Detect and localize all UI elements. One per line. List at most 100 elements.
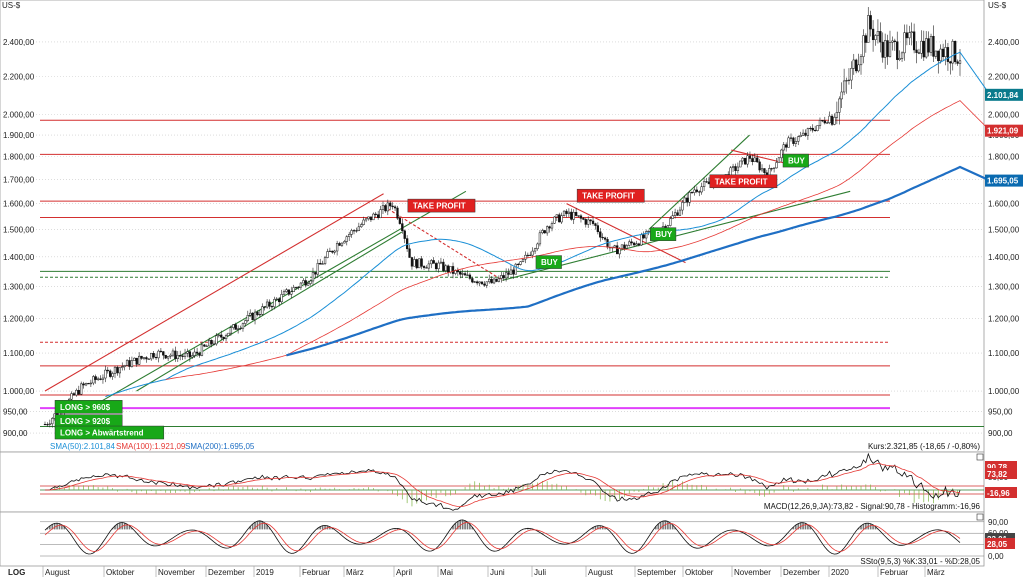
candle-body xyxy=(239,327,242,330)
candle-body xyxy=(736,166,740,171)
price-tick-label-left: 2.400,00 xyxy=(3,38,35,47)
candle-body xyxy=(471,278,474,283)
price-tick-label-right: 1.000,00 xyxy=(988,387,1020,396)
candle-body xyxy=(434,263,438,270)
candle-body xyxy=(821,120,824,122)
price-tick-label-right: 900,00 xyxy=(988,429,1013,438)
candle-body xyxy=(683,197,686,203)
candle-body xyxy=(210,339,213,345)
candle-body xyxy=(707,181,711,185)
candle-body xyxy=(193,351,196,356)
candle-body xyxy=(939,48,942,62)
candle-body xyxy=(171,350,175,356)
signal-box xyxy=(709,174,778,189)
candle-body xyxy=(548,226,551,229)
price-tick-label-left: 1.400,00 xyxy=(3,253,35,262)
candle-body xyxy=(495,278,498,282)
candle-body xyxy=(386,202,389,212)
price-badge-label: 1.921,09 xyxy=(987,127,1019,136)
stochastic-close-icon[interactable] xyxy=(976,513,984,521)
candle-body xyxy=(485,281,488,286)
candle-body xyxy=(369,216,373,221)
candle-body xyxy=(908,32,911,39)
candle-body xyxy=(319,262,322,265)
candle-body xyxy=(104,369,107,379)
time-tick-label: Juli xyxy=(534,568,546,577)
candle-body xyxy=(787,137,790,148)
candle-body xyxy=(635,243,638,246)
candle-body xyxy=(280,294,283,303)
take-profit-signal[interactable]: TAKE PROFIT xyxy=(576,188,645,203)
macd-badge-box xyxy=(985,468,1017,479)
macd-badge-box xyxy=(985,487,1017,498)
signal-label: TAKE PROFIT xyxy=(413,202,466,211)
candle-body xyxy=(809,127,812,130)
candle-body xyxy=(799,135,802,137)
candle-body xyxy=(164,354,167,359)
candle-body xyxy=(507,272,510,275)
candle-body xyxy=(236,328,240,330)
candle-body xyxy=(823,120,826,124)
macd-badge: 73,82 xyxy=(985,468,1017,479)
candle-body xyxy=(89,382,93,385)
candle-body xyxy=(579,215,583,219)
candle-body xyxy=(751,158,754,162)
candle-body xyxy=(316,262,319,275)
candle-body xyxy=(84,383,88,386)
candle-body xyxy=(442,261,445,271)
candle-body xyxy=(208,339,211,347)
candle-body xyxy=(806,128,810,136)
macd-close-icon[interactable] xyxy=(976,453,984,461)
candle-body xyxy=(256,311,259,316)
macd-badge-label: 90,78 xyxy=(987,463,1008,472)
buy-signal[interactable]: BUY xyxy=(535,255,562,269)
candle-body xyxy=(217,334,220,337)
candle-body xyxy=(51,418,54,425)
candle-body xyxy=(681,202,684,211)
candle-body xyxy=(686,197,689,203)
candle-body xyxy=(176,355,179,359)
candle-body xyxy=(268,301,271,307)
time-tick-label: Dezember xyxy=(208,568,245,577)
candle-body xyxy=(519,261,522,265)
trend-line xyxy=(566,203,686,264)
candle-body xyxy=(671,215,674,219)
candle-body xyxy=(833,117,836,125)
candle-body xyxy=(430,260,433,265)
candle-body xyxy=(138,355,141,365)
buy-signal[interactable]: BUY xyxy=(650,227,677,241)
candle-body xyxy=(343,241,346,244)
candle-body xyxy=(731,166,735,169)
candle-body xyxy=(113,366,117,374)
candle-body xyxy=(166,355,170,359)
candle-body xyxy=(338,243,341,246)
candle-body xyxy=(521,259,525,262)
candle-body xyxy=(466,274,469,276)
buy-signal[interactable]: LONG > Abwärtstrend xyxy=(54,425,165,440)
candle-body xyxy=(70,393,73,400)
buy-signal[interactable]: LONG > 920$ xyxy=(54,414,123,428)
candle-body xyxy=(743,157,747,165)
price-badge-label: 1.695,05 xyxy=(987,177,1019,186)
price-tick-label-right: 950,00 xyxy=(988,407,1013,416)
buy-signal[interactable]: LONG > 960$ xyxy=(54,400,123,414)
candle-body xyxy=(797,136,800,142)
price-badge: 1.695,05 xyxy=(985,174,1023,187)
price-tick-label-right: 1.500,00 xyxy=(988,225,1020,234)
take-profit-signal[interactable]: TAKE PROFIT xyxy=(709,174,778,189)
candle-body xyxy=(205,345,208,347)
take-profit-signal[interactable]: TAKE PROFIT xyxy=(407,198,476,213)
buy-signal[interactable]: BUY xyxy=(782,153,809,168)
time-tick-label: LOG xyxy=(8,568,25,577)
candle-body xyxy=(512,269,515,275)
candle-body xyxy=(420,258,423,267)
candle-body xyxy=(792,137,795,144)
candle-body xyxy=(125,360,129,366)
candle-body xyxy=(864,35,867,43)
signal-box xyxy=(535,255,562,269)
candle-body xyxy=(249,312,252,316)
candle-body xyxy=(702,181,706,187)
candle-body xyxy=(456,270,459,273)
candle-body xyxy=(294,287,298,289)
